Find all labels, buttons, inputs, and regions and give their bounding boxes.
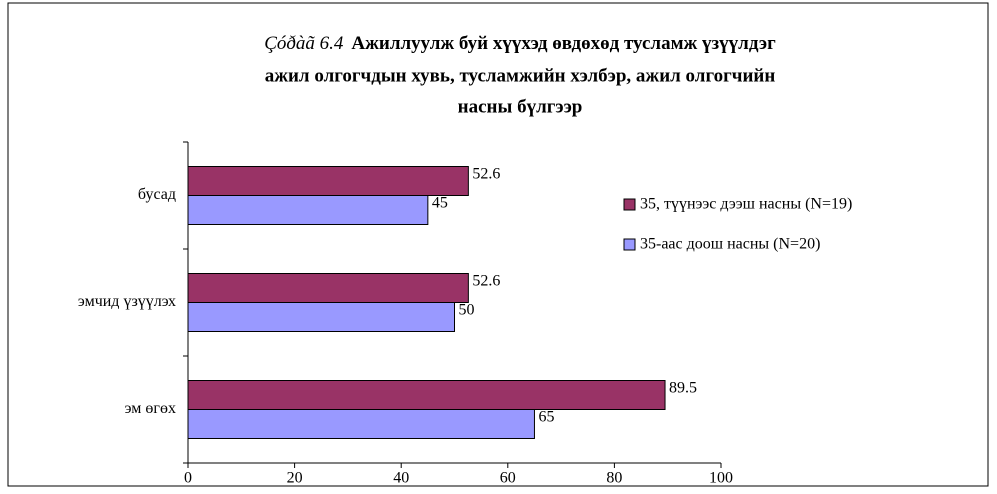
title-line: ажил олгогчдын хувь, тусламжийн хэлбэр, … — [265, 65, 776, 86]
figure-label: Çóðàã 6.4 — [264, 33, 344, 54]
legend-swatch — [623, 198, 636, 211]
x-tick-label: 20 — [287, 470, 303, 487]
title-line: Ажиллуулж буй хүүхэд өвдөхөд тусламж үзү… — [351, 33, 776, 54]
bar — [187, 166, 469, 196]
legend-label: 35, түүнээс дээш насны (N=19) — [640, 196, 852, 213]
value-label: 52.6 — [472, 166, 500, 183]
value-label: 65 — [538, 409, 554, 426]
bar — [187, 302, 455, 332]
legend-label: 35-аас доош насны (N=20) — [640, 236, 820, 253]
value-label: 45 — [432, 195, 448, 212]
y-tick-label: эмчид үзүүлэх — [78, 293, 176, 310]
legend-swatch — [623, 238, 636, 251]
y-tick-label: бусад — [138, 186, 176, 203]
value-label: 52.6 — [472, 273, 500, 290]
x-tick-label: 0 — [184, 470, 192, 487]
bar — [187, 195, 429, 225]
bar — [187, 273, 469, 303]
x-tick-label: 40 — [393, 470, 409, 487]
chart-title: Çóðàã 6.4 Ажиллуулж буй хүүхэд өвдөхөд ту… — [264, 33, 776, 54]
bar — [187, 380, 666, 410]
x-tick-label: 60 — [500, 470, 516, 487]
value-label: 50 — [459, 302, 475, 319]
value-label: 89.5 — [669, 380, 697, 397]
x-tick-label: 100 — [709, 470, 733, 487]
y-tick-label: эм өгөх — [125, 400, 176, 417]
bar — [187, 409, 535, 439]
x-tick-label: 80 — [606, 470, 622, 487]
title-line: насны бүлгээр — [458, 96, 583, 117]
